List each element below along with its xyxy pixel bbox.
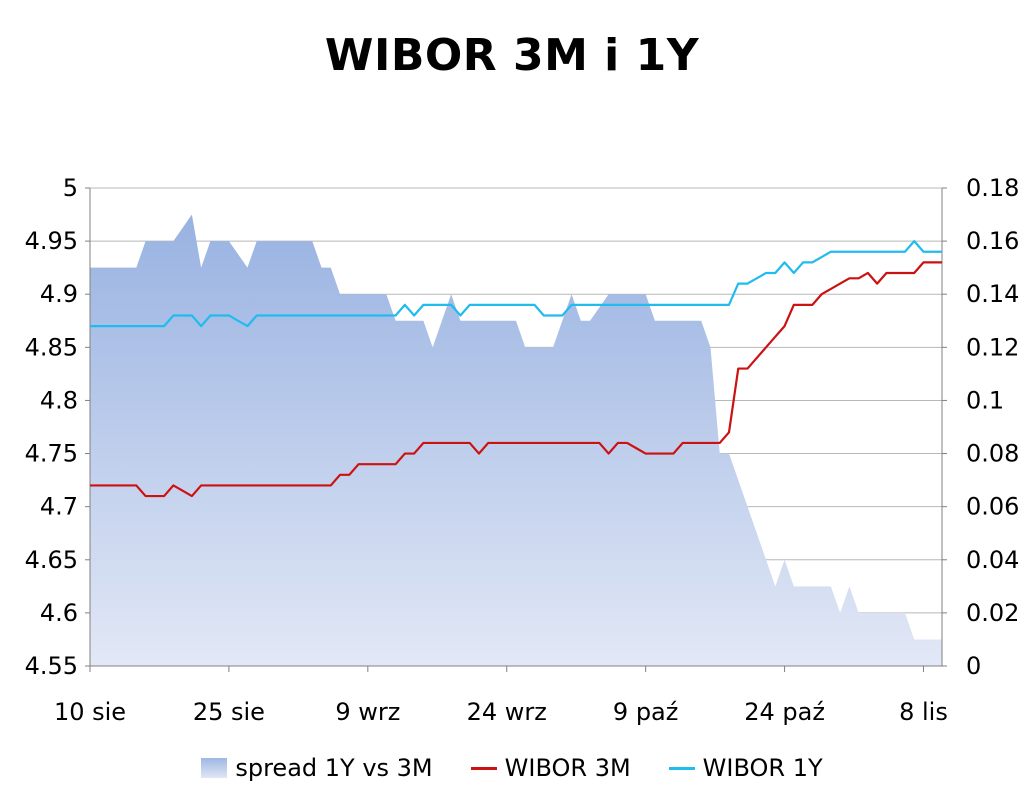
legend-swatch-wibor-3m	[470, 766, 497, 770]
y-left-tick-label: 4.75	[25, 440, 78, 468]
y-left-tick-label: 4.55	[25, 652, 78, 680]
y-right-tick-label: 0.16	[966, 227, 1019, 255]
y-right-tick-label: 0.1	[966, 386, 1004, 414]
y-left-tick-label: 5	[63, 174, 78, 202]
y-right-tick-label: 0.14	[966, 280, 1019, 308]
y-left-tick-label: 4.85	[25, 333, 78, 361]
x-tick-label: 9 paź	[613, 698, 678, 726]
legend-item-wibor-1y: WIBOR 1Y	[668, 754, 823, 782]
y-left-tick-label: 4.95	[25, 227, 78, 255]
series-line-wibor-3m	[90, 261, 942, 498]
y-right-tick-label: 0.06	[966, 493, 1019, 521]
y-left-tick-label: 4.9	[40, 280, 78, 308]
legend-label-wibor-3m: WIBOR 3M	[504, 754, 631, 782]
y-left-tick-label: 4.8	[40, 386, 78, 414]
legend-label-wibor-1y: WIBOR 1Y	[702, 754, 823, 782]
x-tick-label: 9 wrz	[335, 698, 400, 726]
y-left-tick-label: 4.7	[40, 493, 78, 521]
y-right-tick-label: 0.04	[966, 546, 1019, 574]
legend: spread 1Y vs 3M WIBOR 3M WIBOR 1Y	[0, 750, 1024, 786]
y-left-tick-label: 4.6	[40, 599, 78, 627]
chart-title: WIBOR 3M i 1Y	[324, 30, 700, 81]
series-area-spread	[90, 214, 942, 666]
x-tick-label: 24 wrz	[467, 698, 547, 726]
y-right-tick-label: 0.12	[966, 333, 1019, 361]
x-tick-label: 25 sie	[193, 698, 265, 726]
legend-item-wibor-3m: WIBOR 3M	[470, 754, 631, 782]
legend-swatch-spread	[201, 758, 228, 778]
y-right-tick-label: 0	[966, 652, 981, 680]
x-tick-label: 8 lis	[899, 698, 948, 726]
y-right-tick-label: 0.18	[966, 174, 1019, 202]
y-right-tick-label: 0.02	[966, 599, 1019, 627]
series-line-wibor-1y	[90, 240, 942, 328]
legend-swatch-wibor-1y	[668, 766, 695, 770]
y-left-tick-label: 4.65	[25, 546, 78, 574]
legend-item-spread: spread 1Y vs 3M	[201, 754, 433, 782]
legend-label-spread: spread 1Y vs 3M	[235, 754, 433, 782]
x-tick-label: 24 paź	[744, 698, 825, 726]
y-right-tick-label: 0.08	[966, 440, 1019, 468]
x-tick-label: 10 sie	[54, 698, 126, 726]
